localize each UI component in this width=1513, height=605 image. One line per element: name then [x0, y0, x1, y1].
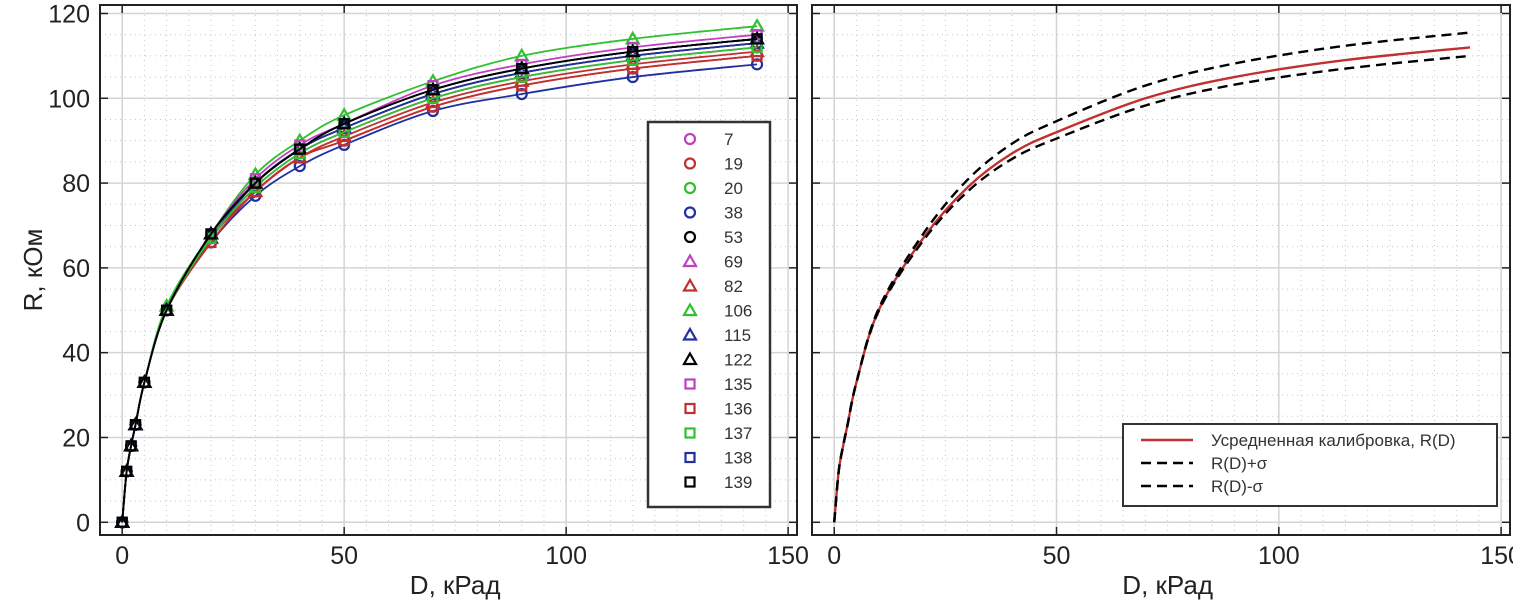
x-tick-label: 100 — [1258, 542, 1300, 570]
legend-label: R(D)+σ — [1211, 454, 1268, 473]
y-axis-label: R, кОм — [18, 229, 48, 312]
data-point — [205, 228, 217, 240]
grid — [812, 5, 1510, 535]
data-point — [121, 465, 133, 477]
data-point — [125, 440, 137, 452]
y-tick-label: 100 — [48, 85, 90, 113]
y-tick-label: 0 — [76, 509, 90, 537]
legend-marker — [683, 230, 697, 244]
legend-label: 139 — [724, 473, 752, 492]
legend-label: 20 — [724, 179, 743, 198]
plot-frame — [811, 4, 1511, 536]
legend-marker — [684, 427, 696, 439]
legend-label: 7 — [724, 130, 733, 149]
x-tick-label: 100 — [545, 542, 587, 570]
legend-label: 69 — [724, 253, 743, 272]
data-point — [116, 516, 128, 528]
legend-marker — [683, 132, 697, 146]
legend-marker — [682, 351, 698, 366]
data-point — [338, 118, 350, 130]
legend-label: 135 — [724, 375, 752, 394]
legend-label: 38 — [724, 204, 743, 223]
series-139 — [116, 33, 763, 528]
y-tick-label: 80 — [62, 170, 90, 198]
y-tick-label: 40 — [62, 340, 90, 368]
data-point — [294, 143, 306, 155]
legend-marker — [683, 181, 697, 195]
legend-label: 53 — [724, 228, 743, 247]
data-point — [129, 419, 142, 431]
legend-label: 122 — [724, 351, 752, 370]
x-tick-label: 50 — [330, 542, 358, 570]
x-axis-label: D, кРад — [410, 570, 501, 600]
chart-left: 0 50 100 150 0 20 40 60 80 100 120 D, кРад R, кОм 7 19… — [18, 0, 809, 600]
x-tick-label: 50 — [1043, 542, 1071, 570]
legend-box — [1122, 423, 1498, 507]
x-tick-label: 0 — [827, 542, 841, 570]
data-point — [160, 304, 173, 316]
x-tick-label: 0 — [115, 542, 129, 570]
y-tick-label: 60 — [62, 255, 90, 283]
legend-label: 136 — [724, 400, 752, 419]
data-point — [516, 62, 528, 75]
chart-right: 0 50 100 150 D, кРад Усредненная калибровка, … — [811, 4, 1513, 600]
legend-label: 137 — [724, 424, 752, 443]
data-point — [751, 33, 763, 45]
fit-line — [121, 38, 758, 523]
series-R-D- — [833, 54, 1471, 523]
series-line — [833, 54, 1471, 523]
legend-label: 19 — [724, 155, 743, 174]
data-point — [138, 376, 150, 388]
legend-label: 115 — [724, 326, 751, 345]
legend-marker — [682, 253, 698, 268]
legend-marker — [682, 277, 698, 292]
data-point — [249, 177, 261, 189]
x-axis-label: D, кРад — [1122, 570, 1213, 600]
legend: Усредненная калибровка, R(D) R(D)+σ R(D)-σ — [1122, 423, 1498, 507]
legend-marker — [684, 378, 696, 390]
x-tick-label: 150 — [1480, 542, 1513, 570]
legend-label: R(D)-σ — [1211, 477, 1264, 496]
legend-marker — [682, 302, 698, 317]
legend: 7 19 20 38 53 69 82 106 115 122 135 136 137 138 139 — [646, 120, 772, 509]
x-tick-label: 150 — [767, 542, 809, 570]
y-tick-label: 120 — [48, 0, 90, 28]
legend-marker — [684, 402, 696, 415]
plot-area — [114, 17, 765, 529]
legend-marker — [684, 476, 696, 488]
legend-marker — [683, 157, 697, 170]
plot-area — [833, 31, 1471, 523]
legend-marker — [682, 326, 698, 341]
legend-label: 138 — [724, 449, 752, 468]
y-tick-label: 20 — [62, 424, 90, 452]
data-point — [427, 84, 439, 96]
legend-label: 106 — [724, 302, 752, 321]
legend-marker — [683, 206, 697, 219]
legend-box — [646, 120, 772, 509]
data-point — [627, 46, 639, 58]
legend-marker — [684, 451, 696, 464]
plot-frame — [99, 4, 798, 536]
legend-label: Усредненная калибровка, R(D) — [1211, 431, 1456, 450]
legend-label: 82 — [724, 277, 743, 296]
